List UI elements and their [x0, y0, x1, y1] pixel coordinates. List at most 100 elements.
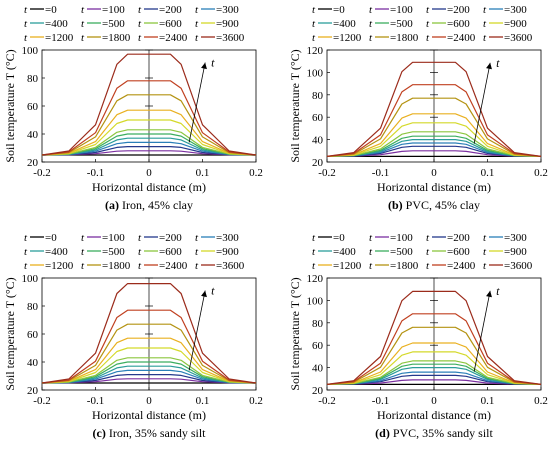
series-line — [326, 342, 542, 385]
legend-symbol: t — [483, 18, 487, 30]
series-line — [41, 129, 257, 156]
legend-label: =400 — [45, 18, 68, 30]
legend-item: t =900 — [195, 18, 239, 30]
x-axis-label: Horizontal distance (m) — [92, 408, 206, 422]
legend-symbol: t — [426, 260, 430, 272]
legend-symbol: t — [138, 32, 142, 44]
legend-label: =300 — [216, 4, 239, 16]
legend-item: t =100 — [369, 4, 413, 16]
legend-item: t =400 — [24, 246, 68, 258]
legend-symbol: t — [195, 246, 199, 258]
legend-item: t =2400 — [138, 260, 188, 272]
caption-tag: (d) — [375, 426, 390, 440]
series-line — [326, 61, 542, 157]
time-arrow-head — [201, 62, 207, 70]
time-arrow — [188, 290, 206, 371]
x-tick-label: 0 — [431, 167, 437, 179]
x-tick-label: 0.2 — [249, 395, 263, 407]
series-line — [326, 97, 542, 157]
legend-label: =900 — [216, 246, 239, 258]
series-line — [41, 369, 257, 384]
legend-label: =300 — [504, 232, 527, 244]
legend-symbol: t — [426, 232, 430, 244]
legend-item: t =200 — [138, 4, 182, 16]
legend-label: =0 — [333, 4, 345, 16]
x-tick-label: -0.1 — [372, 395, 389, 407]
legend-item: t =600 — [426, 246, 470, 258]
legend-label: =500 — [390, 246, 413, 258]
legend-symbol: t — [369, 232, 373, 244]
legend-label: =100 — [102, 232, 125, 244]
series-line — [41, 133, 257, 156]
legend-label: =600 — [447, 246, 470, 258]
y-tick-label: 80 — [27, 301, 39, 313]
x-tick-label: -0.1 — [87, 167, 104, 179]
legend-label: =400 — [333, 18, 356, 30]
series-line — [41, 357, 257, 384]
legend-item: t =1800 — [81, 32, 131, 44]
legend-item: t =500 — [369, 18, 413, 30]
time-arrow-label: t — [211, 284, 215, 298]
legend-item: t =900 — [195, 246, 239, 258]
legend-item: t =600 — [138, 246, 182, 258]
caption-text: Iron, 35% sandy silt — [106, 426, 206, 440]
y-tick-label: 60 — [27, 329, 39, 341]
x-axis-label: Horizontal distance (m) — [92, 180, 206, 194]
legend-item: t =1800 — [81, 260, 131, 272]
legend-label: =400 — [333, 246, 356, 258]
legend-item: t =1800 — [369, 260, 419, 272]
legend-symbol: t — [483, 4, 487, 16]
legend-symbol: t — [81, 32, 85, 44]
series-line — [326, 84, 542, 157]
legend-symbol: t — [312, 260, 316, 272]
legend: t =0 t =100 t =200 t =300 t =400 t =500 t =600 t =900 t =… — [24, 232, 245, 272]
legend-label: =500 — [102, 246, 125, 258]
series-line — [41, 137, 257, 156]
x-axis-label: Horizontal distance (m) — [377, 408, 491, 422]
time-arrow — [188, 62, 206, 143]
legend-symbol: t — [312, 32, 316, 44]
legend-label: =3600 — [216, 32, 245, 44]
legend-item: t =1800 — [369, 32, 419, 44]
legend-symbol: t — [81, 260, 85, 272]
x-tick-label: 0.1 — [196, 395, 210, 407]
legend-label: =200 — [159, 232, 182, 244]
legend: t =0 t =100 t =200 t =300 t =400 t =500 t =600 t =900 t =… — [24, 4, 245, 44]
y-tick-label: 40 — [27, 357, 39, 369]
legend-item: t =100 — [81, 4, 125, 16]
series-line — [41, 53, 257, 156]
x-tick-label: 0.1 — [481, 395, 495, 407]
legend-label: =0 — [333, 232, 345, 244]
legend-item: t =300 — [195, 4, 239, 16]
series-line — [41, 146, 257, 156]
legend-label: =900 — [216, 18, 239, 30]
legend-item: t =3600 — [483, 260, 533, 272]
legend-symbol: t — [24, 4, 28, 16]
legend-item: t =600 — [426, 18, 470, 30]
legend-symbol: t — [24, 232, 28, 244]
legend-label: =3600 — [504, 32, 533, 44]
series-line — [41, 141, 257, 156]
legend-item: t =200 — [426, 232, 470, 244]
legend-label: =2400 — [159, 260, 188, 272]
legend-item: t =200 — [426, 4, 470, 16]
legend-item: t =3600 — [483, 32, 533, 44]
x-axis-label: Horizontal distance (m) — [377, 180, 491, 194]
legend-item: t =200 — [138, 232, 182, 244]
legend-symbol: t — [138, 18, 142, 30]
time-arrow-head — [201, 290, 207, 298]
legend-symbol: t — [312, 4, 316, 16]
series-line — [326, 131, 542, 157]
legend-item: t =3600 — [195, 260, 245, 272]
time-arrow — [473, 290, 491, 372]
legend-label: =2400 — [447, 260, 476, 272]
y-tick-label: 80 — [312, 318, 324, 330]
legend-symbol: t — [369, 32, 373, 44]
x-tick-label: 0.2 — [534, 167, 548, 179]
legend-item: t =1200 — [312, 32, 362, 44]
caption-text: PVC, 35% sandy silt — [390, 426, 494, 440]
series-line — [41, 361, 257, 384]
